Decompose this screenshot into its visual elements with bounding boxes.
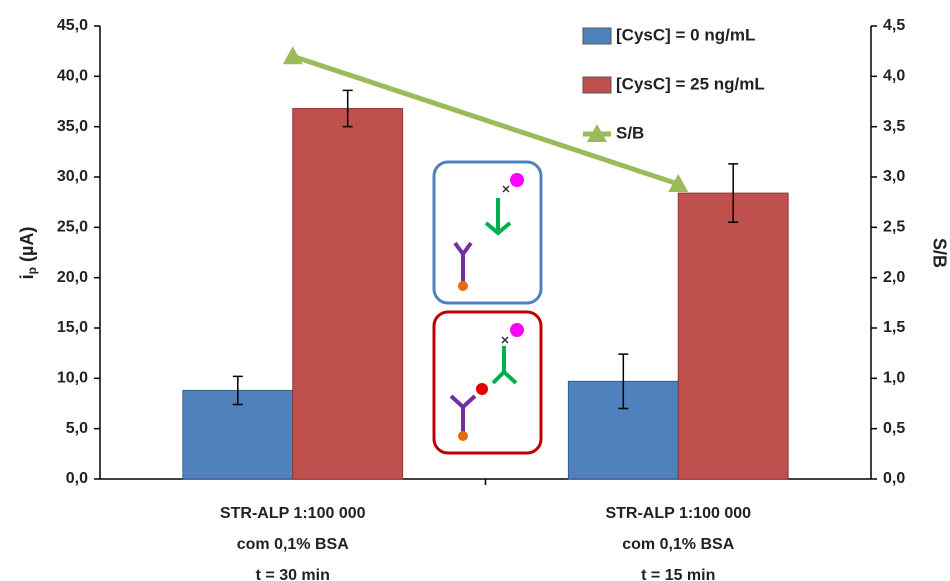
y-label-part: i (17, 274, 37, 279)
error-bar (232, 375, 243, 406)
y-label-part: (µA) (17, 227, 37, 267)
y2-axis-label: S/B (929, 238, 949, 268)
y-tick-label: 10,0 (57, 370, 88, 387)
y-label-sub: p (25, 267, 39, 274)
y-tick-label: 0,0 (66, 470, 88, 487)
y-tick-label: 30,0 (57, 168, 88, 185)
y2-tick-label: 1,5 (883, 319, 905, 336)
legend-label: S/B (616, 123, 644, 142)
y2-tick-label: 4,5 (883, 17, 905, 34)
x-tick-label: com 0,1% BSA (237, 536, 349, 553)
error-bar (618, 353, 629, 410)
y2-tick-label: 0,5 (883, 420, 905, 437)
legend-label: [CysC] = 0 ng/mL (616, 25, 755, 44)
y-tick-label: 35,0 (57, 118, 88, 135)
y-tick-label: 40,0 (57, 68, 88, 85)
y-tick-label: 25,0 (57, 219, 88, 236)
legend-marker (587, 124, 607, 142)
x-tick-label: STR-ALP 1:100 000 (605, 505, 751, 522)
line (291, 53, 680, 187)
y2-tick-label: 0,0 (883, 470, 905, 487)
y-tick-label: 15,0 (57, 319, 88, 336)
legend-label: [CysC] = 25 ng/mL (616, 74, 765, 93)
error-bar (342, 89, 353, 128)
bar (677, 192, 789, 480)
bar (292, 108, 404, 480)
y2-tick-label: 3,5 (883, 118, 905, 135)
legend-swatch (582, 27, 612, 45)
y-tick-label: 20,0 (57, 269, 88, 286)
x-tick-label: STR-ALP 1:100 000 (220, 505, 366, 522)
y2-tick-label: 4,0 (883, 68, 905, 85)
x-tick-label: t = 15 min (641, 567, 715, 581)
marker (668, 174, 689, 193)
y-tick-label: 45,0 (57, 17, 88, 34)
error-bar (728, 163, 739, 224)
icons (432, 160, 543, 455)
x-tick-label: t = 30 min (256, 567, 330, 581)
y2-tick-label: 3,0 (883, 168, 905, 185)
y2-tick-label: 2,0 (883, 269, 905, 286)
y2-tick-label: 1,0 (883, 370, 905, 387)
y2-tick-label: 2,5 (883, 219, 905, 236)
x-tick-label: com 0,1% BSA (622, 536, 734, 553)
marker (282, 46, 303, 65)
y-tick-label: 5,0 (66, 420, 88, 437)
y-axis-label: ip (µA) (17, 227, 39, 280)
legend-swatch (582, 76, 612, 94)
